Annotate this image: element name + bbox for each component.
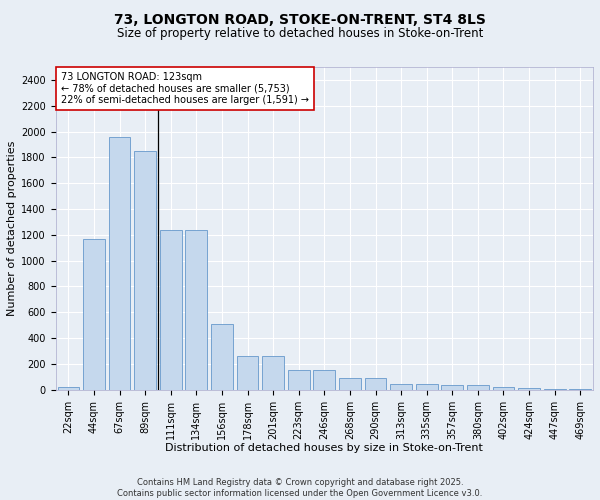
Bar [339,378,361,390]
Bar [390,384,412,390]
X-axis label: Distribution of detached houses by size in Stoke-on-Trent: Distribution of detached houses by size … [166,443,483,453]
Bar [416,384,437,390]
Y-axis label: Number of detached properties: Number of detached properties [7,140,17,316]
Text: Size of property relative to detached houses in Stoke-on-Trent: Size of property relative to detached ho… [117,28,483,40]
Bar [518,388,540,390]
Text: 73, LONGTON ROAD, STOKE-ON-TRENT, ST4 8LS: 73, LONGTON ROAD, STOKE-ON-TRENT, ST4 8L… [114,12,486,26]
Bar [288,370,310,390]
Bar [569,389,591,390]
Bar [211,324,233,390]
Text: Contains HM Land Registry data © Crown copyright and database right 2025.
Contai: Contains HM Land Registry data © Crown c… [118,478,482,498]
Bar [83,238,105,390]
Bar [134,151,156,390]
Bar [467,384,489,390]
Text: 73 LONGTON ROAD: 123sqm
← 78% of detached houses are smaller (5,753)
22% of semi: 73 LONGTON ROAD: 123sqm ← 78% of detache… [61,72,309,105]
Bar [365,378,386,390]
Bar [544,389,566,390]
Bar [109,136,130,390]
Bar [236,356,259,390]
Bar [313,370,335,390]
Bar [442,384,463,390]
Bar [262,356,284,390]
Bar [493,387,514,390]
Bar [160,230,182,390]
Bar [185,230,207,390]
Bar [58,386,79,390]
